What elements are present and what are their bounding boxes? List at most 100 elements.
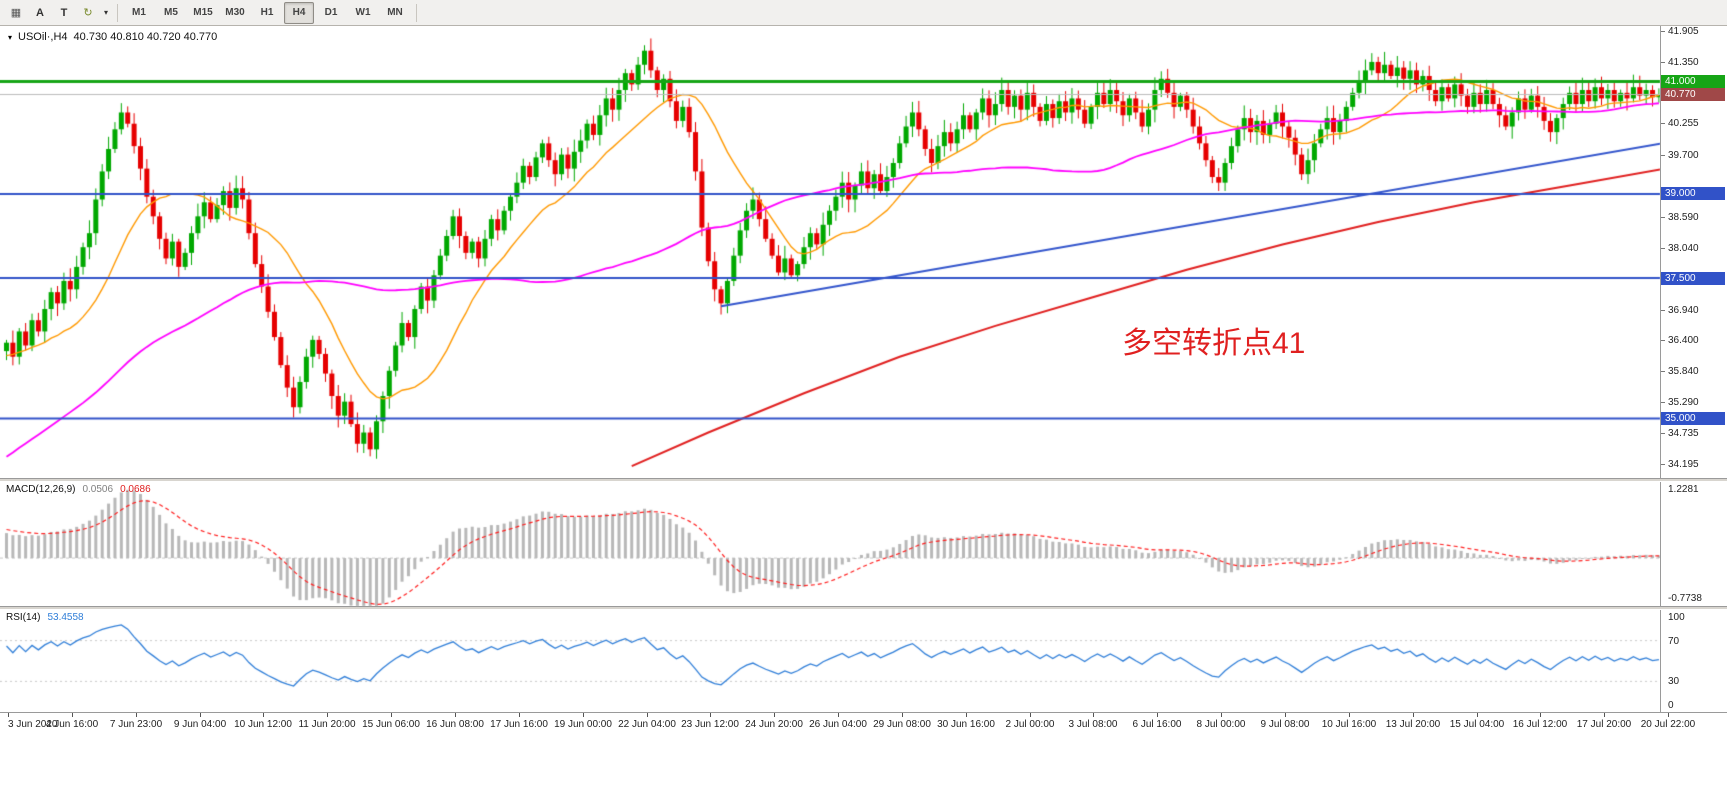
time-tick: [1221, 713, 1222, 717]
time-axis-label: 16 Jun 08:00: [426, 719, 484, 730]
time-tick: [1093, 713, 1094, 717]
price-tick-label: 38.590: [1668, 212, 1699, 223]
timeframe-button-d1[interactable]: D1: [324, 7, 338, 18]
time-tick: [966, 713, 967, 717]
timeframe-button-h4[interactable]: H4: [284, 1, 314, 24]
time-axis-label: 10 Jul 16:00: [1321, 719, 1377, 730]
price-badge-37.500: 37.500: [1661, 272, 1725, 285]
time-axis-label: 8 Jul 00:00: [1196, 719, 1246, 730]
time-axis-label: 7 Jun 23:00: [109, 719, 163, 730]
time-axis-label: 3 Jul 08:00: [1068, 719, 1118, 730]
time-tick: [136, 713, 137, 717]
time-tick: [1030, 713, 1031, 717]
timeframe-button-m1[interactable]: M1: [132, 7, 146, 18]
chart-grid-icon[interactable]: ▦: [10, 7, 22, 19]
price-tick-mark: [1661, 62, 1665, 63]
time-axis-label: 17 Jun 16:00: [490, 719, 548, 730]
time-axis-label: 11 Jun 20:00: [298, 719, 356, 730]
rsi-label: RSI(14) 53.4558: [6, 612, 84, 623]
price-badge-41.000: 41.000: [1661, 75, 1725, 88]
refresh-template-icon[interactable]: ↻: [83, 7, 93, 19]
time-tick: [1540, 713, 1541, 717]
price-tick-label: 41.905: [1668, 26, 1699, 37]
time-tick: [72, 713, 73, 717]
time-axis-label: 15 Jun 06:00: [362, 719, 420, 730]
refresh-template-icon-caret[interactable]: ▾: [103, 8, 108, 17]
time-axis-label: 30 Jun 16:00: [937, 719, 995, 730]
price-tick-label: 36.940: [1668, 305, 1699, 316]
time-axis-label: 10 Jun 12:00: [234, 719, 292, 730]
time-axis-label: 26 Jun 04:00: [809, 719, 867, 730]
rsi-axis-label: 100: [1668, 612, 1685, 623]
timeframe-button-m15[interactable]: M15: [193, 7, 213, 18]
chart-ohlc-values: 40.730 40.810 40.720 40.770: [73, 31, 218, 43]
time-tick: [902, 713, 903, 717]
time-tick: [838, 713, 839, 717]
price-axis-border: [1660, 26, 1661, 712]
panel-separator[interactable]: [0, 478, 1727, 482]
time-axis-label: 22 Jun 04:00: [618, 719, 676, 730]
toolbar-separator: [416, 3, 417, 22]
price-tick-mark: [1661, 371, 1665, 372]
price-tick-mark: [1661, 217, 1665, 218]
price-tick-label: 39.700: [1668, 150, 1699, 161]
time-tick: [455, 713, 456, 717]
chart-annotation: 多空转折点41: [1122, 327, 1306, 360]
time-tick: [774, 713, 775, 717]
time-tick: [710, 713, 711, 717]
chart-title: ▾ USOil·,H4 40.730 40.810 40.720 40.770: [8, 31, 217, 43]
timeframe-button-mn[interactable]: MN: [387, 7, 403, 18]
time-tick: [1477, 713, 1478, 717]
chart-dropdown-icon[interactable]: ▾: [8, 32, 13, 42]
price-tick-mark: [1661, 402, 1665, 403]
time-axis-label: 9 Jul 08:00: [1260, 719, 1310, 730]
time-tick: [519, 713, 520, 717]
price-tick-label: 35.840: [1668, 366, 1699, 377]
time-axis-label: 29 Jun 08:00: [873, 719, 931, 730]
time-tick: [200, 713, 201, 717]
price-tick-mark: [1661, 464, 1665, 465]
time-axis-label: 17 Jul 20:00: [1576, 719, 1632, 730]
rsi-axis-label: 70: [1668, 636, 1680, 647]
time-tick: [1285, 713, 1286, 717]
time-tick: [327, 713, 328, 717]
timeframe-button-h1[interactable]: H1: [260, 7, 274, 18]
time-axis[interactable]: 3 Jun 2020 4 Jun 16:00 7 Jun 23:00 9 Jun 04…: [0, 712, 1727, 795]
timeframe-button-w1[interactable]: W1: [355, 7, 371, 18]
timeframe-button-m30[interactable]: M30: [225, 7, 245, 18]
price-tick-mark: [1661, 31, 1665, 32]
price-tick-label: 36.400: [1668, 335, 1699, 346]
price-tick-mark: [1661, 248, 1665, 249]
timeframe-buttons-group: M1 M5 M15 M30 H1 H4 D1 W1 MN: [123, 1, 411, 24]
cursor-mode-icon[interactable]: A: [36, 6, 44, 19]
time-axis-label: 24 Jun 20:00: [745, 719, 803, 730]
chart-symbol-label: USOil·,H4: [18, 31, 68, 43]
time-tick: [1604, 713, 1605, 717]
price-tick-mark: [1661, 123, 1665, 124]
toolbar: ▦ A T ↻ ▾ M1 M5 M15 M30 H1 H4 D1 W1 MN: [0, 0, 1727, 26]
timeframe-button-m5[interactable]: M5: [164, 7, 178, 18]
time-axis-label: 15 Jul 04:00: [1449, 719, 1505, 730]
toolbar-icons-group: ▦ A T ↻ ▾: [4, 2, 112, 24]
text-tool-icon[interactable]: T: [60, 6, 68, 19]
rsi-axis-label: 0: [1668, 700, 1674, 711]
rsi-axis-label: 30: [1668, 676, 1680, 687]
macd-axis-max: 1.2281: [1668, 484, 1699, 495]
price-tick-mark: [1661, 155, 1665, 156]
price-tick-label: 40.255: [1668, 118, 1699, 129]
time-axis-label: 23 Jun 12:00: [681, 719, 739, 730]
time-tick: [391, 713, 392, 717]
time-tick: [1413, 713, 1414, 717]
panel-separator[interactable]: [0, 606, 1727, 610]
macd-name: MACD(12,26,9): [6, 484, 76, 495]
rsi-value: 53.4558: [47, 612, 84, 623]
time-tick: [647, 713, 648, 717]
time-tick: [1157, 713, 1158, 717]
rsi-name: RSI(14): [6, 612, 41, 623]
time-axis-label: 2 Jul 00:00: [1005, 719, 1055, 730]
price-tick-label: 34.195: [1668, 459, 1699, 470]
time-axis-label: 3 Jun 2020: [8, 719, 58, 730]
macd-axis-min: -0.7738: [1668, 593, 1702, 604]
